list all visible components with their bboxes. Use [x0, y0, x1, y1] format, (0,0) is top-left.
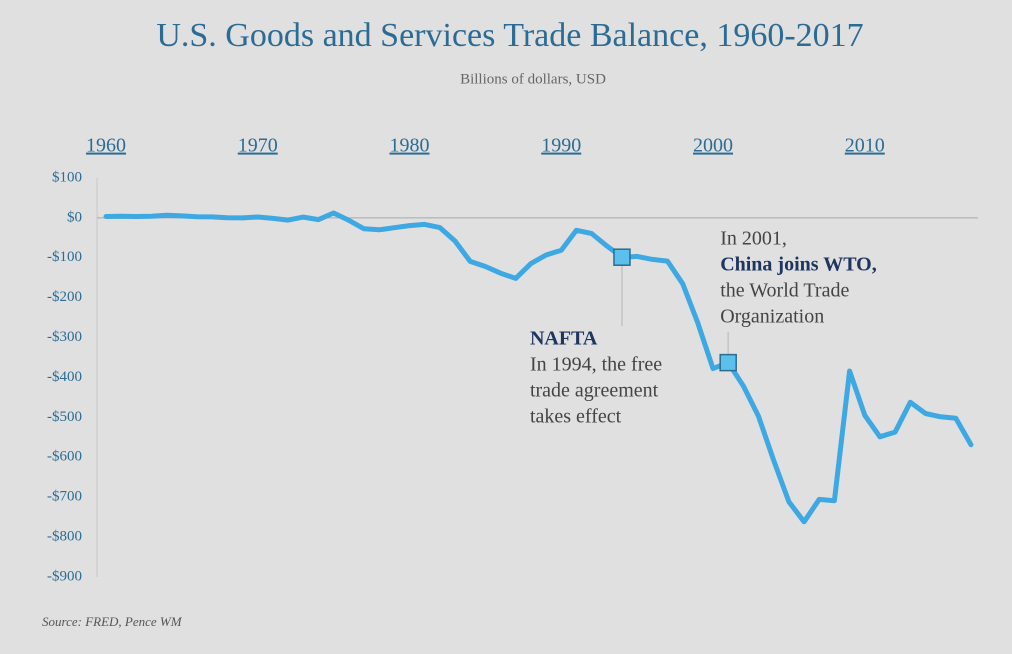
- y-tick-label: -$400: [47, 369, 82, 385]
- y-tick-label: -$500: [47, 409, 82, 425]
- annotation-title: NAFTA: [530, 328, 598, 350]
- y-tick-label: -$600: [47, 449, 82, 465]
- source-note: Source: FRED, Pence WM: [42, 614, 183, 629]
- annotation-text: the World Trade: [720, 280, 849, 302]
- chart-subtitle: Billions of dollars, USD: [460, 71, 606, 87]
- x-tick-label: 2000: [693, 135, 733, 157]
- annotation-text: takes effect: [530, 406, 622, 428]
- y-tick-label: -$700: [47, 489, 82, 505]
- annotation-text: Organization: [720, 306, 824, 328]
- annotation-marker: [719, 353, 737, 372]
- annotation-marker: [613, 248, 631, 266]
- annotation-title: China joins WTO,: [720, 254, 877, 276]
- y-tick-label: -$300: [47, 329, 82, 345]
- y-tick-label: -$800: [47, 529, 82, 545]
- y-tick-label: -$200: [47, 289, 82, 305]
- annotation-text: trade agreement: [530, 380, 659, 402]
- annotation-text: In 1994, the free: [530, 354, 662, 376]
- x-tick-label: 1980: [390, 135, 430, 157]
- y-tick-label: $100: [52, 169, 82, 185]
- y-tick-label: $0: [67, 209, 82, 225]
- annotation-text: In 2001,: [720, 228, 787, 250]
- y-tick-label: -$900: [47, 568, 82, 584]
- data-line: [103, 210, 974, 525]
- x-tick-label: 1960: [86, 135, 126, 157]
- x-tick-label: 1970: [238, 135, 278, 157]
- x-tick-label: 1990: [541, 135, 581, 157]
- y-tick-label: -$100: [47, 249, 82, 265]
- x-tick-label: 2010: [845, 135, 885, 157]
- chart-title: U.S. Goods and Services Trade Balance, 1…: [156, 17, 863, 54]
